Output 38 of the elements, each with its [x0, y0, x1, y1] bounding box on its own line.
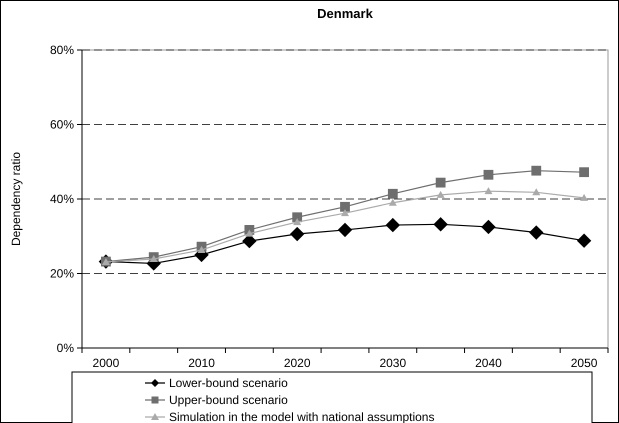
point [436, 178, 446, 188]
chart-title: Denmark [317, 6, 374, 21]
point [245, 230, 254, 237]
point [576, 234, 592, 248]
y-tick-label: 60% [50, 118, 74, 132]
point [388, 198, 397, 206]
point [531, 166, 542, 176]
point [481, 220, 496, 234]
point [484, 187, 492, 194]
legend-label: Lower-bound scenario [169, 376, 288, 390]
y-axis-title: Dependency ratio [9, 152, 23, 246]
point [484, 170, 494, 180]
point [150, 254, 158, 262]
x-tick-label: 2000 [92, 356, 120, 370]
point [198, 246, 206, 254]
x-tick-label: 2020 [284, 356, 311, 370]
point [290, 226, 304, 242]
point [388, 188, 398, 199]
point [293, 218, 302, 226]
point [436, 190, 445, 198]
point [340, 202, 350, 212]
y-tick-label: 80% [50, 43, 74, 58]
x-tick-label: 2050 [570, 356, 598, 370]
point [386, 218, 400, 232]
point [579, 167, 589, 178]
x-tick-label: 2040 [475, 356, 502, 370]
point [532, 188, 540, 196]
point [341, 209, 349, 216]
point [338, 222, 352, 238]
point [433, 217, 448, 232]
x-tick-label: 2010 [188, 356, 216, 370]
y-tick-label: 0% [56, 341, 74, 356]
legend-label: Upper-bound scenario [169, 393, 288, 408]
y-tick-label: 40% [50, 192, 74, 206]
point [580, 194, 588, 201]
x-tick-label: 2030 [379, 356, 406, 370]
y-tick-label: 20% [50, 266, 74, 281]
point [529, 225, 544, 240]
